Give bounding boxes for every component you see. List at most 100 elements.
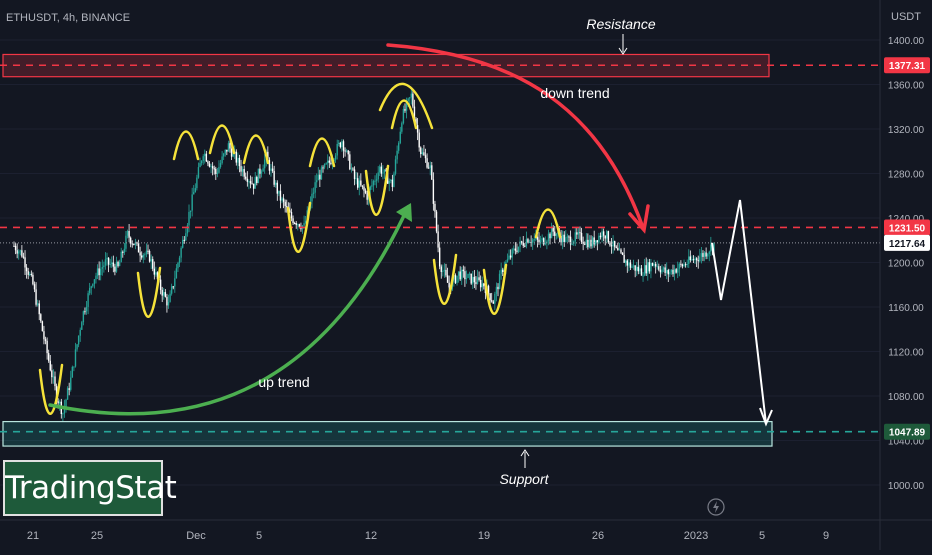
y-tick-label: 1200.00 — [888, 259, 925, 270]
candles — [13, 87, 715, 422]
candle-body — [588, 239, 591, 248]
candle-body — [148, 251, 151, 262]
candle-body — [664, 267, 666, 273]
candle-body — [281, 198, 283, 201]
candle-body — [401, 123, 403, 132]
candle-body — [65, 399, 67, 407]
candle-body — [90, 286, 92, 288]
candle-body — [593, 237, 595, 245]
candle-body — [289, 210, 291, 213]
candle-body — [524, 245, 526, 247]
candle-body — [186, 225, 189, 234]
candle-body — [76, 344, 78, 350]
candle-body — [81, 322, 83, 330]
candle-body — [673, 269, 676, 275]
candle-body — [464, 271, 466, 280]
candle-body — [341, 141, 343, 148]
candle-body — [51, 370, 53, 378]
candle-body — [73, 366, 75, 368]
price-label-box — [884, 423, 930, 440]
candle-body — [36, 303, 39, 305]
candle-body — [565, 237, 567, 242]
candle-body — [697, 260, 699, 262]
x-tick-label: 5 — [256, 530, 262, 542]
candle-body — [675, 269, 677, 273]
candle-body — [380, 166, 383, 174]
candle-body — [71, 366, 74, 378]
price-label: 1231.50 — [889, 223, 926, 234]
candle-body — [492, 301, 494, 304]
candle-body — [577, 232, 580, 235]
candle-body — [77, 335, 80, 345]
candle-body — [689, 256, 692, 261]
candle-body — [636, 266, 638, 271]
candle-body — [661, 269, 663, 273]
lightning-icon[interactable] — [707, 498, 725, 516]
candle-body — [478, 277, 480, 280]
y-tick-label: 1080.00 — [888, 392, 925, 403]
candle-body — [323, 163, 326, 168]
candle-body — [271, 168, 274, 172]
candle-body — [519, 241, 521, 247]
candle-body — [495, 286, 498, 294]
candle-body — [426, 158, 428, 168]
candle-body — [33, 284, 36, 290]
candle-body — [224, 149, 226, 154]
candle-body — [688, 256, 690, 264]
candle-body — [658, 266, 660, 270]
candle-body — [554, 231, 556, 236]
swing-high-marker — [172, 130, 200, 161]
candle-body — [207, 161, 209, 164]
candle-body — [183, 239, 185, 241]
candle-body — [177, 262, 179, 269]
candle-body — [208, 163, 211, 167]
price-axis[interactable]: 1000.00 1040.00 1080.00 1120.00 1160.00 1200.… — [879, 0, 930, 550]
price-label-box — [884, 234, 930, 251]
x-tick-label: 25 — [91, 530, 103, 542]
swing-low-marker — [482, 263, 508, 315]
candle-body — [669, 272, 671, 275]
candle-body — [202, 156, 204, 162]
swing-low-marker — [38, 363, 64, 415]
candle-body — [229, 143, 231, 149]
candle-body — [245, 176, 247, 179]
candle-body — [708, 251, 710, 255]
candle-body — [101, 267, 103, 269]
candle-body — [70, 377, 72, 390]
candle-body — [686, 263, 688, 265]
candle-body — [298, 224, 301, 228]
candle-body — [85, 306, 88, 312]
candle-body — [371, 185, 373, 187]
candle-body — [141, 255, 143, 258]
candle-body — [580, 232, 583, 243]
candle-body — [445, 269, 447, 276]
candle-body — [215, 168, 217, 174]
candle-body — [476, 277, 479, 284]
candle-body — [412, 93, 414, 107]
time-axis[interactable]: 21 25 Dec 5 12 19 26 2023 5 9 — [0, 519, 932, 542]
candle-body — [653, 263, 655, 266]
candle-body — [175, 268, 178, 279]
candle-body — [174, 278, 176, 287]
candle-body — [604, 235, 606, 239]
candle-body — [601, 231, 603, 238]
candle-body — [262, 168, 264, 172]
candle-body — [241, 169, 244, 172]
candle-body — [251, 183, 253, 185]
candle-body — [311, 193, 313, 202]
candle-body — [137, 242, 140, 253]
candle-body — [221, 156, 223, 164]
candle-body — [52, 376, 55, 378]
candle-body — [543, 238, 545, 245]
candle-body — [410, 93, 412, 98]
candle-body — [681, 264, 684, 267]
candle-body — [379, 166, 381, 173]
candle-body — [621, 252, 624, 255]
candle-body — [170, 286, 173, 294]
candle-body — [552, 227, 554, 232]
candle-body — [609, 242, 611, 246]
candle-body — [472, 276, 474, 284]
candle-body — [459, 271, 461, 280]
